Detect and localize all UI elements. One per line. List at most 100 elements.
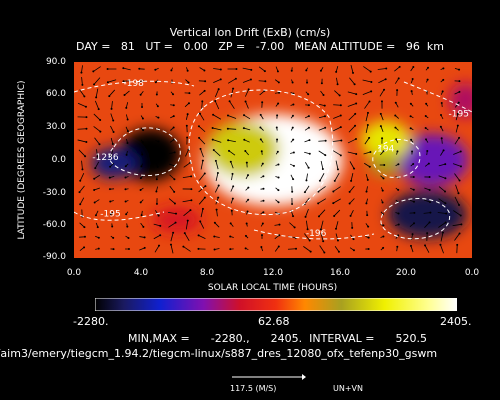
wind-vector [378,78,386,84]
wind-vector [198,234,206,240]
wind-vector [184,232,190,242]
wind-vector-head [395,138,398,141]
wind-vector-head [366,111,369,114]
wind-vector [365,112,369,122]
wind-vector [349,185,355,193]
wind-vector-head [424,244,427,247]
wind-vector-head [367,225,370,228]
wind-vector [110,125,114,133]
wind-vector-head [246,174,249,177]
wind-vector-head [457,192,460,195]
wind-vector-head [412,66,415,69]
wind-vector-head [355,152,358,155]
wind-vector-head [350,179,353,182]
y-tick-label: 30.0 [45,122,66,132]
wind-vector [111,101,113,109]
wind-vector-head [124,200,127,203]
wind-vector-head [246,210,249,213]
contour-label: -1236 [92,153,118,163]
wind-vector-head [229,222,232,225]
wind-vector [350,65,354,73]
wind-vector-head [247,88,250,91]
wind-vector-head [278,91,281,94]
wind-vector [213,68,221,70]
wind-vector-head [370,81,373,84]
wind-vector [453,151,461,155]
wind-vector-head [235,68,238,71]
wind-vector [454,173,460,181]
wind-vector [452,163,462,167]
wind-vector-head [216,172,219,175]
wind-vector-head [174,221,177,224]
wind-vector-head [382,246,385,249]
wind-vector-head [249,78,252,81]
wind-vector [318,127,326,131]
wind-vector [168,222,176,228]
wind-vector-head [81,168,84,171]
wind-vector-head [426,232,429,235]
wind-vector-head [411,233,414,236]
wind-vector-head [291,190,294,193]
wind-vector-head [338,94,341,97]
wind-vector-head [292,164,295,167]
wind-vector-head [456,112,459,115]
wind-vector [93,77,101,85]
wind-vector-head [352,71,355,74]
wind-vector-head [427,66,430,69]
wind-vector-head [126,142,129,145]
wind-vector-head [366,124,369,127]
wind-vector-head [293,226,296,229]
wind-vector [79,185,85,193]
wind-vector [170,232,174,242]
wind-vector [244,89,250,97]
wind-vector-head [277,163,280,166]
wind-vector [454,233,460,241]
wind-vector-head [92,70,95,73]
heatmap-region [395,133,469,187]
wind-vector-head [93,177,96,180]
wind-vector-head [440,137,443,140]
wind-vector-head [333,214,336,217]
wind-vector-head [156,165,159,168]
wind-vector-head [141,117,144,120]
wind-vector [212,114,222,120]
wind-vector [304,197,310,205]
wind-vector [410,245,414,253]
wind-vector [333,126,341,132]
wind-vector [438,163,446,167]
wind-vector-head [428,176,431,179]
wind-vector-head [112,119,115,122]
wind-vector-head [173,151,176,154]
wind-vector-head [277,176,280,179]
wind-vector [365,124,369,134]
wind-vector [153,234,161,240]
wind-vector-head [185,124,188,127]
wind-vector [364,137,370,145]
wind-vector-head [243,138,246,141]
wind-vector [440,232,444,242]
wind-vector-head [142,225,145,228]
wind-vector-head [243,114,246,117]
wind-vector-head [214,99,217,102]
wind-vector [216,209,218,217]
wind-vector-head [441,90,444,93]
wind-vector-head [306,81,309,84]
wind-vector-head [109,165,112,168]
wind-vector-head [442,78,445,81]
wind-vector [438,198,446,204]
wind-vector-head [188,92,191,95]
wind-vector-head [382,150,385,153]
wind-vector-head [307,115,310,118]
wind-vector [289,222,295,228]
wind-vector-head [368,165,371,168]
wind-vector [305,162,309,168]
wind-vector-head [379,125,382,128]
wind-vector [362,91,372,95]
wind-vector-head [458,179,461,182]
wind-vector-head [213,221,216,224]
wind-vector-head [339,154,342,157]
wind-vector [347,138,357,144]
wind-vector-head [381,201,384,204]
wind-vector [318,150,326,156]
wind-vector-head [190,199,193,202]
